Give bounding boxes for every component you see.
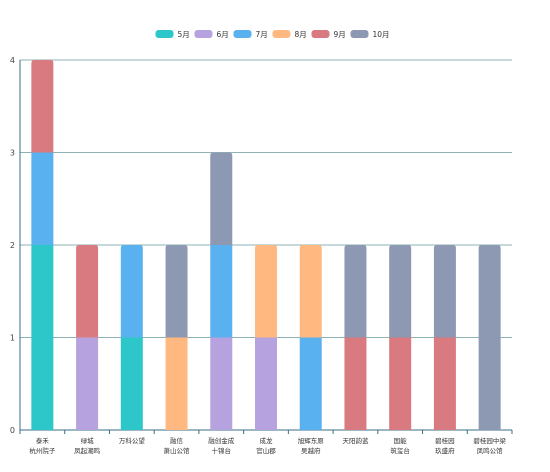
x-tick-label: 万科公望 bbox=[119, 436, 146, 445]
bar-segment[interactable] bbox=[344, 245, 367, 338]
bar-segment[interactable] bbox=[210, 337, 233, 431]
bar-segment[interactable] bbox=[210, 152, 233, 246]
bar-segment[interactable] bbox=[76, 245, 99, 338]
legend-label[interactable]: 5月 bbox=[178, 30, 190, 39]
y-tick-label: 2 bbox=[10, 241, 15, 250]
x-tick-label: 泰禾 bbox=[36, 436, 50, 445]
legend-swatch[interactable] bbox=[350, 30, 369, 38]
bar-segment[interactable] bbox=[255, 337, 277, 431]
x-tick-label: 旭辉东原 bbox=[298, 436, 325, 445]
x-tick-label: 国能 bbox=[394, 436, 408, 445]
legend-swatch[interactable] bbox=[155, 30, 174, 38]
x-tick-label: 融信 bbox=[170, 436, 184, 445]
bar-segment[interactable] bbox=[389, 245, 412, 338]
bar-segment[interactable] bbox=[299, 337, 322, 431]
legend-swatch[interactable] bbox=[233, 30, 252, 38]
x-tick-label: 萧山公馆 bbox=[164, 446, 191, 455]
bar-segment[interactable] bbox=[433, 245, 456, 338]
bar-segment[interactable] bbox=[120, 245, 143, 338]
chart-legend: 5月 6月 7月 8月 9月 10月 bbox=[155, 30, 390, 39]
legend-swatch[interactable] bbox=[311, 30, 330, 38]
chart-bars bbox=[31, 60, 501, 431]
legend-label[interactable]: 9月 bbox=[334, 30, 346, 39]
bar-segment[interactable] bbox=[31, 60, 54, 153]
bar-segment[interactable] bbox=[31, 152, 54, 246]
y-tick-label: 1 bbox=[10, 334, 15, 343]
x-tick-label: 成龙 bbox=[260, 436, 274, 445]
x-tick-label: 筑玺台 bbox=[390, 446, 410, 455]
bar-segment[interactable] bbox=[165, 337, 188, 431]
bar-segment[interactable] bbox=[31, 245, 54, 430]
bar-segment[interactable] bbox=[389, 337, 412, 431]
bar-segment[interactable] bbox=[433, 337, 456, 431]
y-axis: 0 1 2 3 4 bbox=[10, 56, 21, 435]
bar-segment[interactable] bbox=[478, 245, 501, 430]
legend-swatch[interactable] bbox=[272, 30, 291, 38]
x-tick-label: 绿城 bbox=[81, 436, 95, 445]
x-tick-label: 吴越府 bbox=[301, 446, 321, 455]
x-tick-label: 碧桂园中梁 bbox=[473, 436, 506, 445]
bar-segment[interactable] bbox=[344, 337, 367, 431]
x-tick-label: 十锦台 bbox=[212, 446, 232, 455]
x-tick-label: 凤起潮鸣 bbox=[74, 446, 101, 455]
x-tick-label: 凤鸣公馆 bbox=[477, 446, 504, 455]
legend-label[interactable]: 10月 bbox=[373, 30, 390, 39]
legend-label[interactable]: 7月 bbox=[256, 30, 268, 39]
x-tick-label: 玖盛府 bbox=[435, 446, 455, 455]
x-tick-label: 融创金成 bbox=[208, 436, 235, 445]
x-tick-label: 杭州院子 bbox=[29, 446, 56, 455]
bar-segment[interactable] bbox=[165, 245, 188, 338]
bar-segment[interactable] bbox=[120, 337, 143, 431]
x-tick-label: 碧桂园 bbox=[435, 436, 455, 445]
y-tick-label: 0 bbox=[10, 426, 15, 435]
bar-segment[interactable] bbox=[210, 245, 233, 338]
x-tick-label: 天阳韵蓝 bbox=[342, 436, 369, 445]
bar-segment[interactable] bbox=[299, 245, 322, 338]
bar-segment[interactable] bbox=[76, 337, 99, 431]
legend-label[interactable]: 6月 bbox=[217, 30, 229, 39]
x-tick-label: 官山郡 bbox=[256, 446, 276, 455]
bar-segment[interactable] bbox=[255, 245, 277, 338]
y-tick-label: 3 bbox=[10, 149, 15, 158]
legend-swatch[interactable] bbox=[194, 30, 213, 38]
y-tick-label: 4 bbox=[10, 56, 15, 65]
legend-label[interactable]: 8月 bbox=[295, 30, 307, 39]
